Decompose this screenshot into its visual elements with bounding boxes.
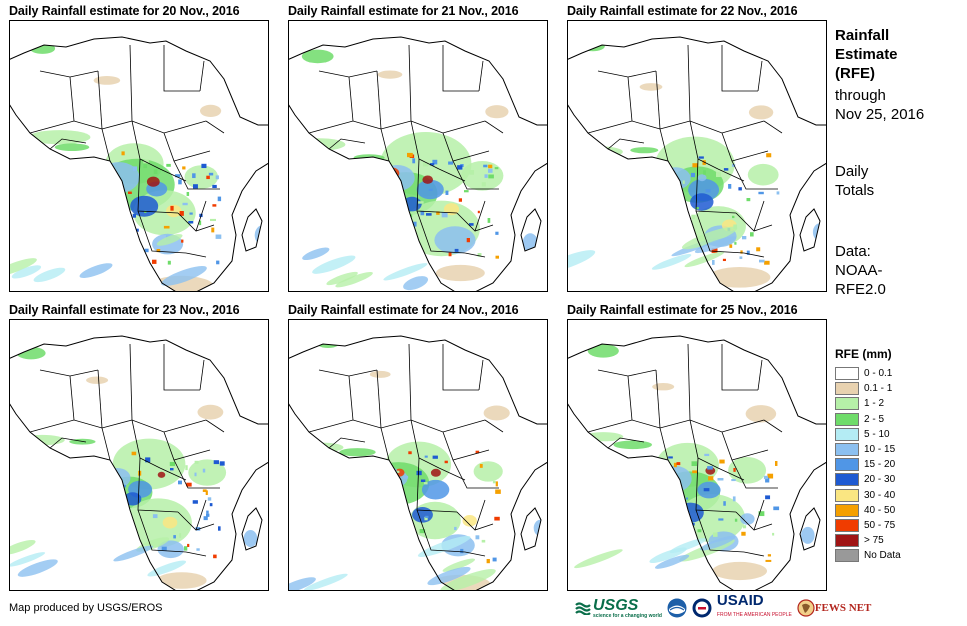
legend-label: 5 - 10 (864, 428, 890, 440)
legend-swatch (835, 488, 859, 502)
fews-net-logo: FEWS NET (797, 599, 872, 617)
side-title: Rainfall Estimate (RFE) (835, 26, 898, 83)
legend-item: 1 - 2 (835, 396, 901, 411)
map-panel-3: Daily Rainfall estimate for 22 Nov., 201… (567, 3, 829, 292)
through-line: Nov 25, 2016 (835, 106, 925, 123)
legend-item: 40 - 50 (835, 503, 901, 518)
panel-title: Daily Rainfall estimate for 21 Nov., 201… (288, 4, 519, 18)
legend-label: 1 - 2 (864, 398, 885, 410)
map-credit: Map produced by USGS/EROS (9, 602, 163, 614)
usgs-logo-text: USGS (593, 597, 639, 614)
legend-swatch (835, 473, 859, 487)
usgs-wave-icon (575, 602, 591, 615)
africa-map (568, 21, 826, 291)
legend-item: 50 - 75 (835, 518, 901, 533)
legend-item: 2 - 5 (835, 412, 901, 427)
side-data-source: Data: NOAA- RFE2.0 (835, 242, 886, 299)
side-title-line: (RFE) (835, 65, 875, 82)
legend-title: RFE (mm) (835, 347, 892, 361)
legend-label: 20 - 30 (864, 474, 896, 486)
legend-swatch (835, 427, 859, 441)
legend-item: 5 - 10 (835, 427, 901, 442)
legend-swatch (835, 412, 859, 426)
map-panel-2: Daily Rainfall estimate for 21 Nov., 201… (288, 3, 550, 292)
data-line: Data: (835, 243, 871, 260)
map-panel-1: Daily Rainfall estimate for 20 Nov., 201… (9, 3, 271, 292)
legend: 0 - 0.1 0.1 - 1 1 - 2 2 - 5 5 - 10 10 - … (835, 366, 901, 563)
rainfall-map (9, 20, 269, 292)
usaid-tagline: FROM THE AMERICAN PEOPLE (716, 612, 792, 618)
usaid-seal-icon (692, 598, 712, 618)
panel-title: Daily Rainfall estimate for 20 Nov., 201… (9, 4, 240, 18)
legend-label: > 75 (864, 535, 884, 547)
legend-item: 15 - 20 (835, 457, 901, 472)
legend-item: 0.1 - 1 (835, 381, 901, 396)
panel-title: Daily Rainfall estimate for 24 Nov., 201… (288, 303, 519, 317)
legend-label: 10 - 15 (864, 444, 896, 456)
noaa-logo-icon (667, 598, 687, 618)
totals-line: Totals (835, 182, 875, 199)
legend-label: 50 - 75 (864, 519, 896, 531)
rainfall-map (567, 319, 827, 591)
panel-title: Daily Rainfall estimate for 22 Nov., 201… (567, 4, 798, 18)
africa-map (568, 320, 826, 590)
legend-item: 30 - 40 (835, 488, 901, 503)
side-totals: Daily Totals (835, 162, 874, 200)
legend-label: 2 - 5 (864, 413, 885, 425)
africa-map (10, 21, 268, 291)
rainfall-map (288, 20, 548, 292)
legend-swatch (835, 382, 859, 396)
usgs-logo: USGS science for a changing world (575, 597, 662, 619)
totals-line: Daily (835, 163, 869, 180)
rainfall-map (567, 20, 827, 292)
map-panel-6: Daily Rainfall estimate for 25 Nov., 201… (567, 302, 829, 591)
legend-item: No Data (835, 548, 901, 563)
legend-swatch (835, 503, 859, 517)
legend-swatch (835, 397, 859, 411)
legend-item: 20 - 30 (835, 472, 901, 487)
usaid-logo-text: USAID (716, 592, 764, 609)
usgs-tagline: science for a changing world (593, 613, 662, 619)
map-panel-5: Daily Rainfall estimate for 24 Nov., 201… (288, 302, 550, 591)
legend-swatch (835, 367, 859, 381)
data-line: NOAA- (835, 262, 883, 279)
data-line: RFE2.0 (835, 281, 886, 298)
legend-swatch (835, 458, 859, 472)
panel-title: Daily Rainfall estimate for 25 Nov., 201… (567, 303, 798, 317)
fews-net-text: FEWS NET (814, 602, 872, 614)
legend-label: 0.1 - 1 (864, 383, 893, 395)
legend-label: 0 - 0.1 (864, 368, 893, 380)
legend-label: 40 - 50 (864, 504, 896, 516)
legend-swatch (835, 534, 859, 548)
panel-title: Daily Rainfall estimate for 23 Nov., 201… (9, 303, 240, 317)
side-through: through Nov 25, 2016 (835, 86, 924, 124)
legend-label: No Data (864, 550, 901, 562)
legend-swatch (835, 549, 859, 563)
legend-label: 15 - 20 (864, 459, 896, 471)
usaid-logo: USAID FROM THE AMERICAN PEOPLE (716, 592, 792, 622)
legend-swatch (835, 518, 859, 532)
legend-item: 0 - 0.1 (835, 366, 901, 381)
rainfall-map (9, 319, 269, 591)
logo-strip: USGS science for a changing world USAID … (575, 592, 872, 622)
legend-item: > 75 (835, 533, 901, 548)
legend-item: 10 - 15 (835, 442, 901, 457)
legend-label: 30 - 40 (864, 489, 896, 501)
map-panel-4: Daily Rainfall estimate for 23 Nov., 201… (9, 302, 271, 591)
legend-swatch (835, 443, 859, 457)
side-title-line: Rainfall (835, 27, 890, 44)
side-title-line: Estimate (835, 46, 898, 63)
fews-globe-icon (797, 599, 815, 617)
africa-map (10, 320, 268, 590)
africa-map (289, 320, 547, 590)
africa-map (289, 21, 547, 291)
rainfall-map (288, 319, 548, 591)
through-line: through (835, 87, 886, 104)
